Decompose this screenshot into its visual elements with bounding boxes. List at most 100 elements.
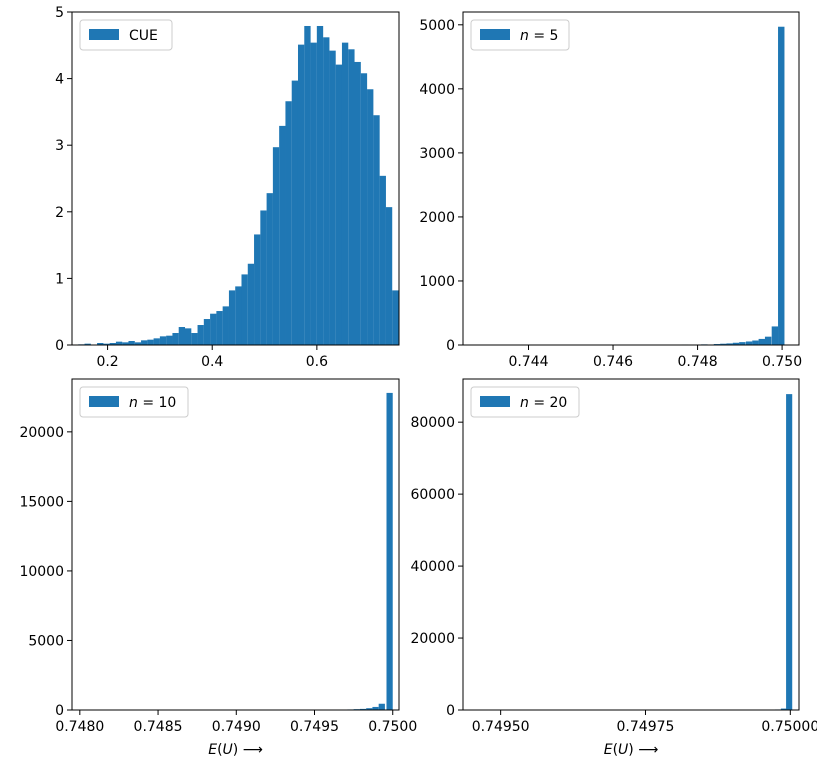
y-tick-label: 0 xyxy=(55,703,64,719)
x-tick-label: 0.744 xyxy=(508,354,548,370)
bar-6 xyxy=(115,341,123,345)
bar-7 xyxy=(122,342,129,345)
x-tick-label: 0.7495 xyxy=(290,719,339,735)
bar-18 xyxy=(191,333,198,345)
bar-48 xyxy=(379,175,386,345)
bar-5 xyxy=(786,394,793,710)
bar-43 xyxy=(348,49,355,345)
subplot-3: 0.7480 0.7485 0.7490 0.7495 0.7500 0 5000 10000… xyxy=(19,378,417,758)
legend-label: CUE xyxy=(129,28,158,44)
bar-9 xyxy=(386,392,393,710)
y-tick-label: 1 xyxy=(55,271,64,287)
bar-11 xyxy=(147,339,154,345)
bar-8 xyxy=(128,341,135,345)
bar-14 xyxy=(166,335,173,345)
bar-30 xyxy=(266,193,273,345)
bar-28 xyxy=(254,234,261,345)
bar-21 xyxy=(210,313,217,345)
y-tick-label: 40000 xyxy=(410,559,455,575)
bar-15 xyxy=(172,333,179,345)
bars xyxy=(78,25,399,345)
bar-12 xyxy=(153,338,160,345)
bar-5 xyxy=(109,343,116,345)
y-tick-label: 20000 xyxy=(410,631,455,647)
x-tick-label: 0.4 xyxy=(201,354,223,370)
y-tick-label: 1000 xyxy=(419,274,455,290)
x-tick-label: 0.2 xyxy=(96,354,118,370)
bar-19 xyxy=(197,325,204,345)
bar-50 xyxy=(392,290,399,345)
axes-frame xyxy=(71,11,400,346)
x-tick-label: 0.748 xyxy=(678,354,718,370)
bar-37 xyxy=(310,42,317,345)
bar-32 xyxy=(279,125,286,345)
x-axis-label: E(U) ⟶ xyxy=(208,742,263,758)
bar-5 xyxy=(720,343,727,345)
x-tick-label: 0.7480 xyxy=(55,719,104,735)
y-tick-label: 3 xyxy=(55,138,64,154)
legend-swatch xyxy=(89,29,119,40)
legend-label: n = 5 xyxy=(520,28,558,44)
x-tick-label: 0.7485 xyxy=(134,719,183,735)
y-tick-label: 0 xyxy=(446,703,455,719)
legend-label: n = 20 xyxy=(520,395,567,411)
bar-22 xyxy=(216,311,223,345)
bar-11 xyxy=(758,338,766,345)
bar-4 xyxy=(780,708,788,710)
bar-3 xyxy=(97,343,104,345)
bar-36 xyxy=(304,25,311,345)
legend: n = 5 xyxy=(470,19,570,51)
bar-1 xyxy=(84,343,91,345)
x-tick-label: 0.750 xyxy=(762,354,802,370)
legend: n = 10 xyxy=(79,386,189,418)
bar-12 xyxy=(764,336,772,345)
subplot-4: 0.74950 0.74975 0.75000 0 20000 40000 60000 800… xyxy=(410,378,817,758)
y-tick-label: 20000 xyxy=(19,425,64,441)
bar-5 xyxy=(359,708,367,710)
x-tick-label: 0.7500 xyxy=(368,719,417,735)
y-tick-label: 15000 xyxy=(19,494,64,510)
bar-7 xyxy=(732,342,740,345)
y-tick-label: 2000 xyxy=(419,210,455,226)
axes-frame xyxy=(71,378,400,711)
bar-49 xyxy=(385,207,393,345)
bar-38 xyxy=(316,25,324,345)
bar-6 xyxy=(366,708,373,710)
y-tick-label: 4 xyxy=(55,72,64,88)
x-tick-label: 0.6 xyxy=(306,354,328,370)
x-tick-label: 0.75000 xyxy=(761,719,817,735)
x-tick-label: 0.746 xyxy=(593,354,633,370)
bar-40 xyxy=(329,50,336,345)
bar-10 xyxy=(752,340,759,345)
legend: n = 20 xyxy=(470,386,580,418)
y-tick-label: 80000 xyxy=(410,415,455,431)
y-tick-label: 0 xyxy=(446,338,455,354)
bar-27 xyxy=(247,263,255,345)
bar-8 xyxy=(378,703,385,710)
x-tick-label: 0.74950 xyxy=(472,719,530,735)
bar-46 xyxy=(367,89,374,345)
bar-10 xyxy=(141,340,148,345)
x-tick-label: 0.74975 xyxy=(617,719,675,735)
x-tick-label: 0.7490 xyxy=(212,719,261,735)
bar-17 xyxy=(184,328,192,345)
subplot-1: 0.2 0.4 0.6 0 1 2 3 4 5 CUE xyxy=(55,5,400,370)
bar-39 xyxy=(323,37,330,345)
bar-9 xyxy=(134,342,142,345)
bar-8 xyxy=(739,342,746,345)
axes-frame xyxy=(462,11,800,346)
y-tick-label: 2 xyxy=(55,205,64,221)
bar-4 xyxy=(103,343,110,345)
bar-16 xyxy=(178,327,186,345)
bar-7 xyxy=(372,706,379,710)
bar-26 xyxy=(241,274,248,345)
bar-34 xyxy=(291,80,299,345)
bar-14 xyxy=(778,26,785,345)
subplot-2: 0.744 0.746 0.748 0.750 0 1000 2000 3000 4000 500… xyxy=(419,11,802,370)
bar-9 xyxy=(745,341,753,345)
y-tick-label: 4000 xyxy=(419,82,455,98)
bar-47 xyxy=(373,115,380,345)
bar-13 xyxy=(771,326,779,345)
bar-31 xyxy=(272,147,280,345)
